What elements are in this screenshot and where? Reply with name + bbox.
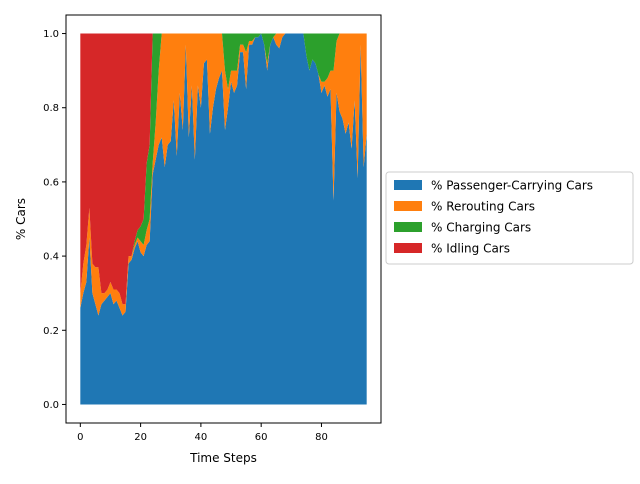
y-tick-label: 1.0 xyxy=(43,29,59,40)
area-series-3 xyxy=(80,33,367,305)
legend-items: % Passenger-Carrying Cars % Rerouting Car… xyxy=(394,179,593,256)
x-tick-label: 80 xyxy=(315,432,328,443)
legend-label: % Rerouting Cars xyxy=(431,200,535,214)
x-tick-label: 0 xyxy=(77,432,83,443)
x-axis-label: Time Steps xyxy=(189,451,257,465)
x-tick-label: 60 xyxy=(255,432,268,443)
y-axis-label: % Cars xyxy=(14,198,28,240)
legend-label: % Charging Cars xyxy=(431,221,531,235)
x-axis-ticks: 0 20 40 60 80 xyxy=(77,423,328,443)
legend-swatch xyxy=(394,180,422,190)
y-axis-ticks: 0.0 0.2 0.4 0.6 0.8 1.0 xyxy=(43,29,66,411)
area-series-0 xyxy=(80,33,367,405)
legend-swatch xyxy=(394,243,422,253)
y-tick-label: 0.6 xyxy=(43,177,59,188)
plot-frame xyxy=(65,14,382,424)
y-tick-label: 0.0 xyxy=(43,400,59,411)
area-layer xyxy=(80,33,367,405)
legend-swatch xyxy=(394,222,422,232)
legend-label: % Passenger-Carrying Cars xyxy=(431,179,593,193)
x-tick-label: 40 xyxy=(195,432,208,443)
legend[interactable]: % Passenger-Carrying Cars % Rerouting Car… xyxy=(385,171,634,265)
legend-box xyxy=(385,171,634,265)
legend-label: % Idling Cars xyxy=(431,242,510,256)
area-series-1 xyxy=(80,33,367,316)
x-tick-label: 20 xyxy=(134,432,147,443)
y-tick-label: 0.8 xyxy=(43,103,59,114)
area-series-2 xyxy=(80,33,367,305)
y-tick-label: 0.4 xyxy=(43,252,59,263)
legend-swatch xyxy=(394,201,422,211)
y-tick-label: 0.2 xyxy=(43,326,59,337)
